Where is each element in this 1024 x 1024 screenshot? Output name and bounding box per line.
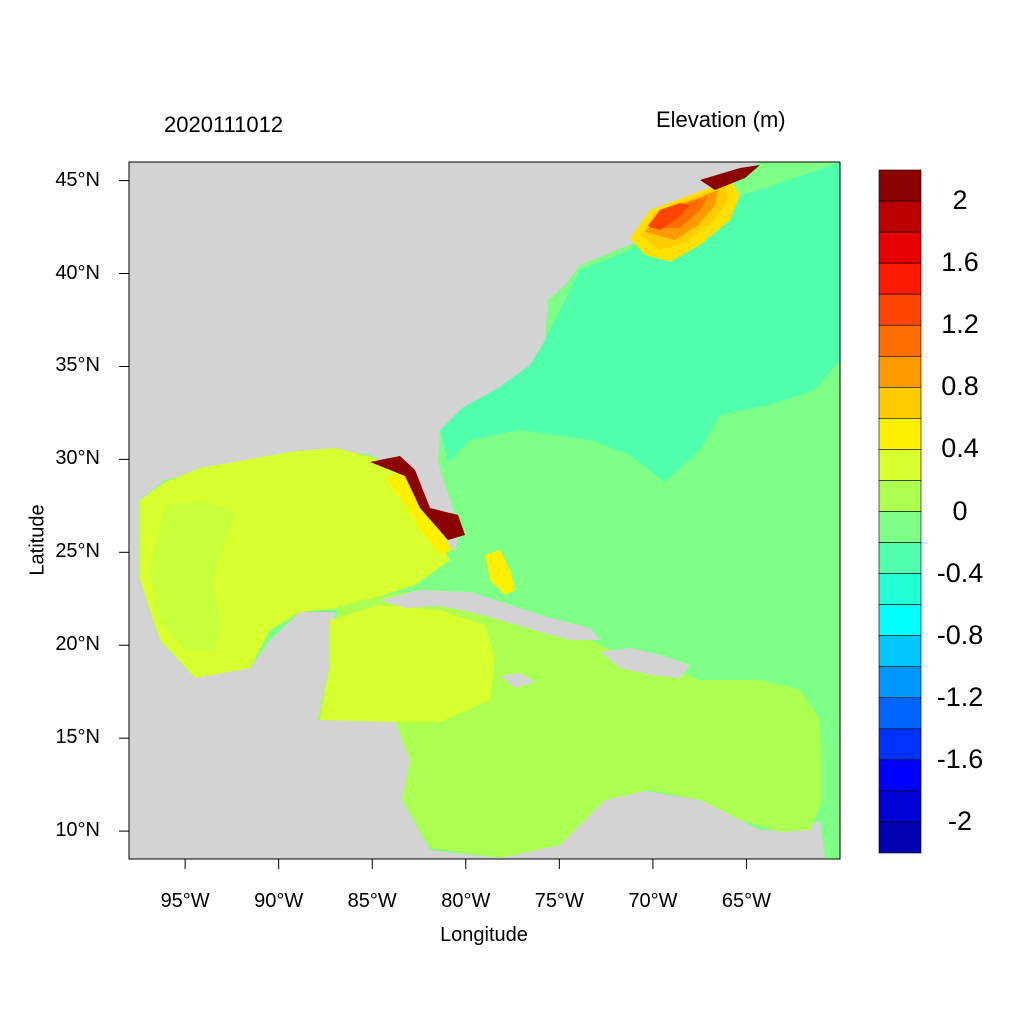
x-tick-label: 85°W [347,890,397,912]
colorbar-bin [878,511,922,543]
colorbar-bin [878,387,922,419]
colorbar-bin [878,200,922,233]
florida-peninsula-surge [385,470,452,555]
colorbar-bin [878,293,922,326]
map-layers [129,162,840,859]
y-tick-label: 35°N [55,354,100,377]
colorbar-bin [878,355,922,388]
colorbar-bin [878,324,922,357]
plot-frame [128,161,841,860]
colorbar-label: 0 [952,495,968,526]
y-tick-marks [119,180,129,832]
colorbar-bin [878,790,922,823]
colorbar-label: -0.4 [936,557,984,588]
colorbar-label: 0.4 [941,433,979,464]
new-england-surge [630,165,760,262]
colorbar-label: -1.2 [936,681,984,712]
bay-of-campeche-anomaly [150,500,235,650]
date-title: 2020111012 [164,112,284,137]
colorbar-label: -2 [947,805,972,836]
colorbar-bin [878,697,922,730]
colorbar-bin [878,542,922,574]
negative-anomaly-region [440,162,840,482]
colorbar-bin [878,231,922,264]
colorbar-label: 1.6 [941,247,979,278]
y-tick-label: 15°N [55,726,100,749]
hispaniola-land [600,648,690,678]
colorbar-bin [878,666,922,699]
y-tick-label: 25°N [55,540,100,563]
y-tick-label: 10°N [55,819,100,842]
yucatan-basin-water [320,605,495,722]
colorbar-bin [878,573,922,605]
cuba-land [380,590,600,640]
colorbar [878,169,922,854]
x-axis-label: Longitude [440,924,528,946]
bahamas-bank-surge [485,550,515,595]
y-tick-label: 40°N [55,261,100,284]
jamaica-land [500,673,535,688]
colorbar-bin [878,480,922,512]
colorbar-bin [878,262,922,295]
colorbar-bin [878,759,922,792]
colorbar-label: -1.6 [936,743,984,774]
x-tick-label: 90°W [254,890,304,912]
x-tick-label: 80°W [441,890,491,912]
colorbar-label: 2 [952,185,968,216]
x-tick-label: 70°W [628,890,678,912]
colorbar-bin [878,449,922,481]
florida-inundation-area [370,456,465,540]
x-tick-label: 95°W [160,890,210,912]
y-tick-label: 20°N [55,633,100,656]
colorbar-bin [878,418,922,450]
colorbar-bin [878,635,922,668]
y-tick-label: 45°N [55,168,100,191]
colorbar-bin [878,821,922,854]
x-tick-marks [184,859,747,869]
colorbar-bin [878,728,922,761]
colorbar-bin [878,604,922,636]
colorbar-label: -0.8 [936,619,984,650]
x-tick-label: 75°W [534,890,584,912]
variable-title: Elevation (m) [656,107,786,132]
land-mass [129,162,825,859]
colorbar-label: 0.8 [941,371,979,402]
colorbar-bin [878,169,922,202]
colorbar-label: 1.2 [941,309,979,340]
x-tick-label: 65°W [721,890,771,912]
y-tick-label: 30°N [55,447,100,470]
